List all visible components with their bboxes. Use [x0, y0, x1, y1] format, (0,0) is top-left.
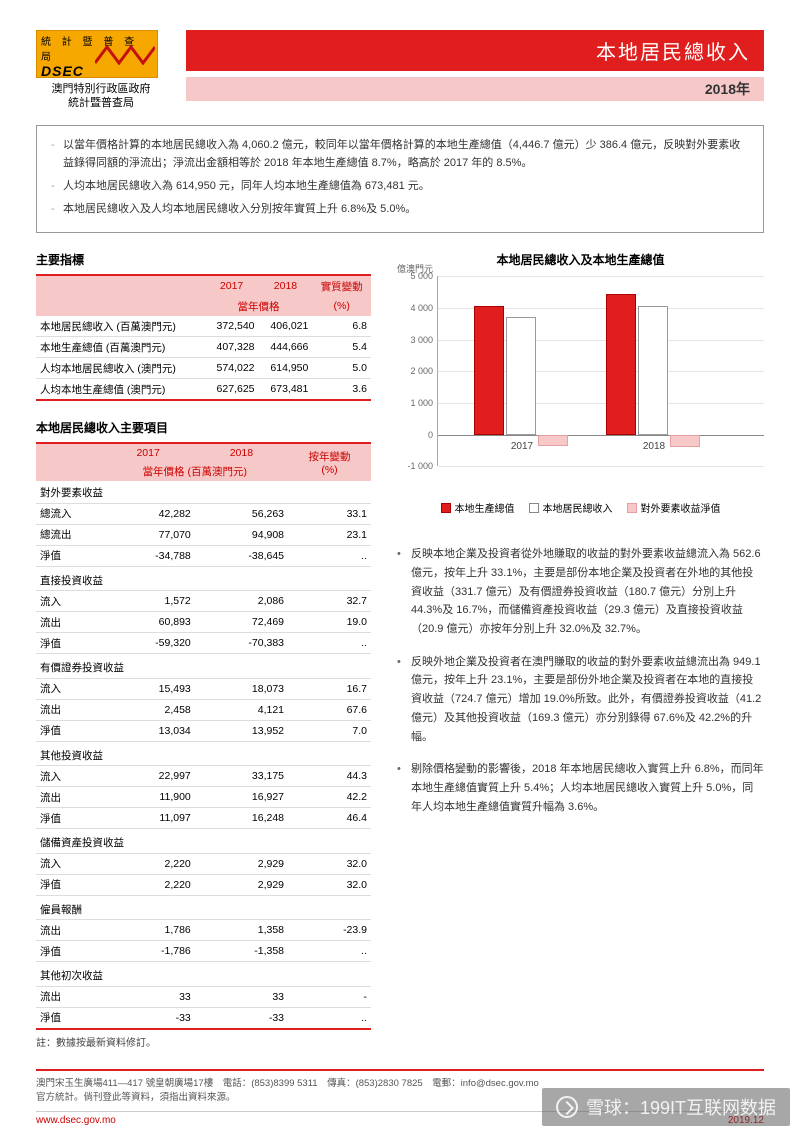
table1-title: 主要指標 — [36, 251, 371, 268]
table-row: 淨值13,03413,9527.0 — [36, 720, 371, 741]
legend-swatch — [627, 503, 637, 513]
table-row: 淨值-34,788-38,645.. — [36, 545, 371, 566]
table-row: 本地居民總收入 (百萬澳門元)372,540406,0216.8 — [36, 316, 371, 337]
table-group-header: 儲備資產投資收益 — [36, 829, 371, 854]
t1-head-sub: 當年價格 — [205, 296, 313, 316]
chart-plot-area: 2017 2018 — [437, 276, 764, 466]
chart-bar — [638, 306, 668, 435]
table-group-header: 僱員報酬 — [36, 895, 371, 920]
table-row: 本地生產總值 (百萬澳門元)407,328444,6665.4 — [36, 337, 371, 358]
chart-legend: 本地生產總值本地居民總收入對外要素收益淨值 — [397, 500, 764, 515]
table-group-header: 其他初次收益 — [36, 962, 371, 987]
chart-bar — [670, 435, 700, 447]
table-row: 總流出77,07094,90823.1 — [36, 524, 371, 545]
y-tick-label: 4 000 — [410, 303, 433, 313]
chart-bar — [538, 435, 568, 446]
dsec-logo: 統 計 暨 普 查 局 DSEC — [36, 30, 158, 78]
table2-note: 註：數據按最新資料修訂。 — [36, 1034, 371, 1049]
gridline — [438, 435, 764, 436]
bullet-item: 反映本地企業及投資者從外地賺取的收益的對外要素收益總流入為 562.6 億元，按… — [397, 545, 764, 638]
table-row: 流出60,89372,46919.0 — [36, 612, 371, 633]
legend-item: 本地生產總值 — [441, 500, 515, 515]
right-column: 本地居民總收入及本地生產總值 億澳門元 -1 00001 0002 0003 0… — [397, 251, 764, 1049]
table-row: 流入2,2202,92932.0 — [36, 853, 371, 874]
key-indicators-table: 2017 2018 實質變動 當年價格 (%) 本地居民總收入 (百萬澳門元)3… — [36, 274, 371, 401]
title-block: 本地居民總收入 2018年 — [186, 30, 764, 101]
chart-bar — [474, 306, 504, 435]
t1-head-2017: 2017 — [205, 275, 259, 296]
table-row: 流入22,99733,17544.3 — [36, 766, 371, 787]
y-tick-label: 1 000 — [410, 398, 433, 408]
y-tick-label: 0 — [428, 430, 433, 440]
table-row: 人均本地居民總收入 (澳門元)574,022614,9505.0 — [36, 358, 371, 379]
page: 統 計 暨 普 查 局 DSEC 澳門特別行政區政府 統計暨普查局 本地居民總收… — [0, 0, 800, 1146]
gridline — [438, 466, 764, 467]
main-items-table: 2017 2018 按年變動(%) 當年價格 (百萬澳門元) 對外要素收益總流入… — [36, 442, 371, 1030]
table-row: 淨值-1,786-1,358.. — [36, 941, 371, 962]
table-row: 淨值11,09716,24846.4 — [36, 808, 371, 829]
table-row: 流出11,90016,92742.2 — [36, 787, 371, 808]
table-row: 流入1,5722,08632.7 — [36, 591, 371, 612]
logo-subtitle: 澳門特別行政區政府 統計暨普查局 — [36, 82, 166, 111]
summary-box: 以當年價格計算的本地居民總收入為 4,060.2 億元，較同年以當年價格計算的本… — [36, 125, 764, 234]
y-tick-label: 3 000 — [410, 335, 433, 345]
table-group-header: 對外要素收益 — [36, 481, 371, 503]
table-row: 流入15,49318,07316.7 — [36, 678, 371, 699]
t1-head-2018: 2018 — [259, 275, 313, 296]
bullet-item: 剔除價格變動的影響後，2018 年本地居民總收入實質上升 6.8%，而同年本地生… — [397, 760, 764, 816]
legend-swatch — [441, 503, 451, 513]
x-axis-label: 2017 — [511, 441, 533, 452]
t1-head-change: 實質變動 — [312, 275, 371, 296]
summary-item: 人均本地居民總收入為 614,950 元，同年人均本地生產總值為 673,481… — [51, 177, 749, 196]
footer-url: www.dsec.gov.mo — [36, 1115, 116, 1126]
table2-title: 本地居民總收入主要項目 — [36, 419, 371, 436]
gridline — [438, 276, 764, 277]
analysis-bullets: 反映本地企業及投資者從外地賺取的收益的對外要素收益總流入為 562.6 億元，按… — [397, 545, 764, 816]
watermark-icon — [556, 1096, 578, 1118]
y-tick-label: 5 000 — [410, 271, 433, 281]
table-row: 淨值-59,320-70,383.. — [36, 633, 371, 654]
table-group-header: 有價證券投資收益 — [36, 654, 371, 679]
table-row: 流出2,4584,12167.6 — [36, 699, 371, 720]
content-row: 主要指標 2017 2018 實質變動 當年價格 (%) 本地居民總收入 — [36, 251, 764, 1049]
x-axis-label: 2018 — [643, 441, 665, 452]
table-row: 流出3333- — [36, 986, 371, 1007]
t2-head-2017: 2017 — [102, 443, 195, 461]
year-bar: 2018年 — [186, 77, 764, 101]
table-row: 流出1,7861,358-23.9 — [36, 920, 371, 941]
table-row: 淨值-33-33.. — [36, 1007, 371, 1029]
summary-item: 本地居民總收入及人均本地居民總收入分別按年實質上升 6.8%及 5.0%。 — [51, 200, 749, 219]
bullet-item: 反映外地企業及投資者在澳門賺取的收益的對外要素收益總流出為 949.1 億元，按… — [397, 653, 764, 746]
y-tick-label: 2 000 — [410, 366, 433, 376]
table-group-header: 直接投資收益 — [36, 566, 371, 591]
logo-zigzag-icon — [95, 41, 155, 69]
t2-head-2018: 2018 — [195, 443, 288, 461]
y-tick-label: -1 000 — [407, 461, 433, 471]
legend-swatch — [529, 503, 539, 513]
legend-item: 本地居民總收入 — [529, 500, 613, 515]
table-group-header: 其他投資收益 — [36, 741, 371, 766]
chart-bar — [606, 294, 636, 435]
t1-head-unit: (%) — [312, 296, 371, 316]
chart-y-axis: 億澳門元 -1 00001 0002 0003 0004 0005 000 — [397, 276, 437, 476]
chart-title: 本地居民總收入及本地生產總值 — [397, 251, 764, 268]
t2-head-change: 按年變動(%) — [288, 443, 371, 481]
left-column: 主要指標 2017 2018 實質變動 當年價格 (%) 本地居民總收入 — [36, 251, 371, 1049]
bar-chart: 億澳門元 -1 00001 0002 0003 0004 0005 000 20… — [397, 276, 764, 476]
legend-item: 對外要素收益淨值 — [627, 500, 721, 515]
table-row: 淨值2,2202,92932.0 — [36, 874, 371, 895]
table-row: 人均本地生產總值 (澳門元)627,625673,4813.6 — [36, 379, 371, 401]
watermark: 雪球：199IT互联网数据 — [542, 1088, 790, 1126]
table-row: 總流入42,28256,26333.1 — [36, 503, 371, 524]
watermark-text: 雪球：199IT互联网数据 — [586, 1094, 776, 1120]
logo-block: 統 計 暨 普 查 局 DSEC 澳門特別行政區政府 統計暨普查局 — [36, 30, 166, 111]
chart-bar — [506, 317, 536, 435]
t2-head-sub: 當年價格 (百萬澳門元) — [102, 461, 289, 481]
page-title: 本地居民總收入 — [186, 30, 764, 71]
header: 統 計 暨 普 查 局 DSEC 澳門特別行政區政府 統計暨普查局 本地居民總收… — [36, 30, 764, 111]
summary-item: 以當年價格計算的本地居民總收入為 4,060.2 億元，較同年以當年價格計算的本… — [51, 136, 749, 173]
